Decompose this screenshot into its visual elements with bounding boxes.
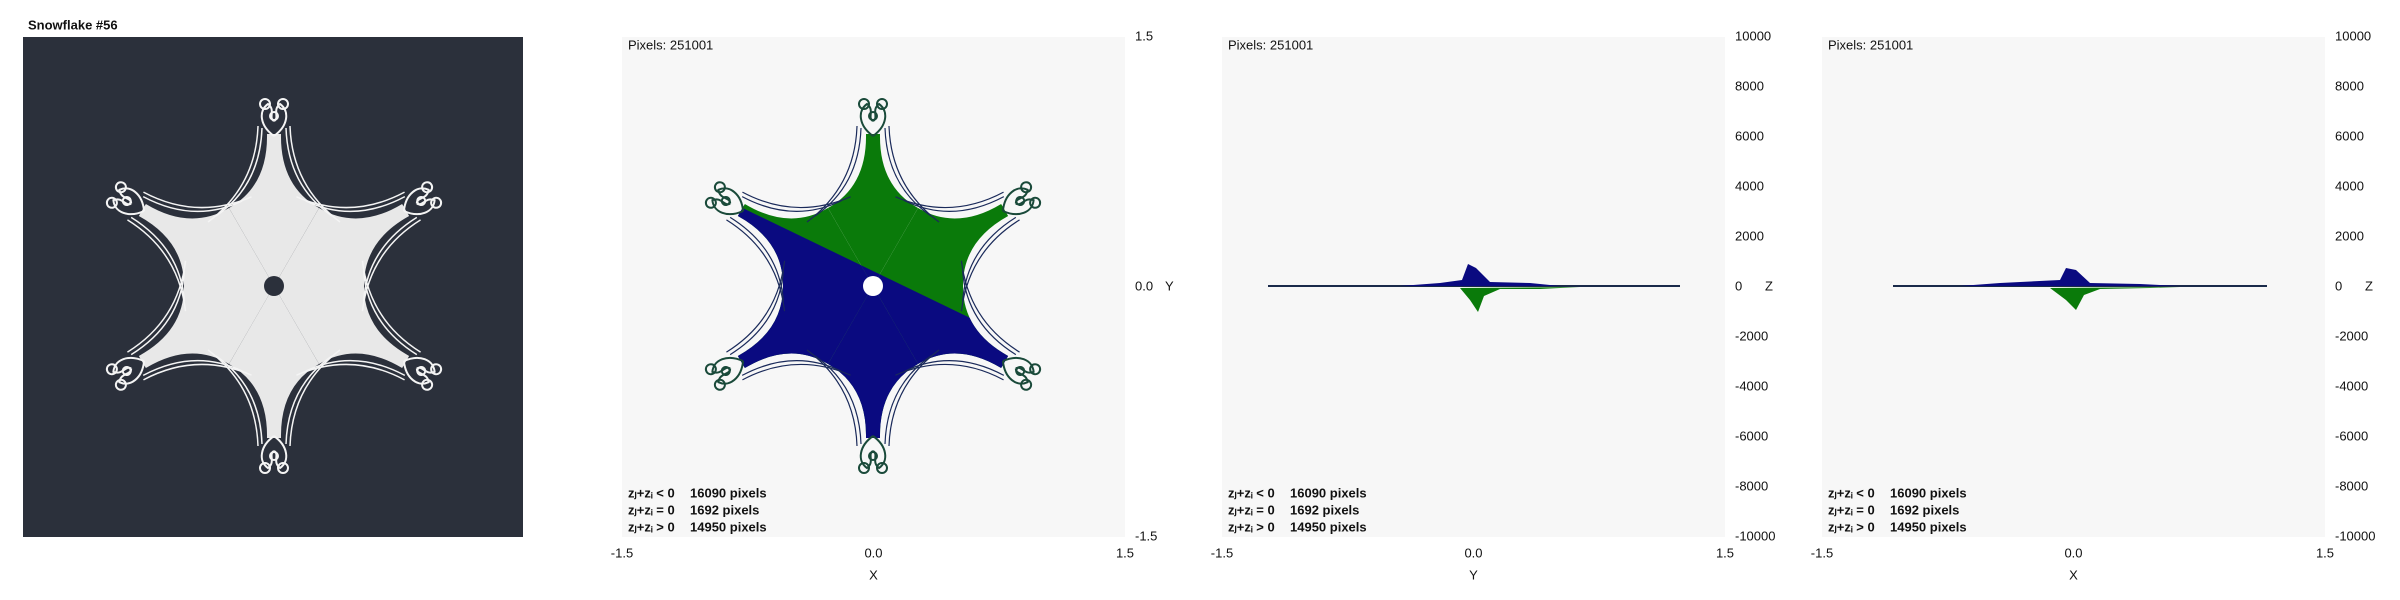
right-tick-label: 6000	[1735, 128, 1764, 143]
legend-label: zⱼ+zᵢ = 0	[628, 502, 675, 517]
legend-label: zⱼ+zᵢ < 0	[1828, 485, 1875, 500]
right-tick-label: -6000	[2335, 428, 2368, 443]
legend-count: 16090 pixels	[1290, 485, 1367, 500]
right-tick-label: 2000	[2335, 228, 2364, 243]
legend-count: 16090 pixels	[690, 485, 767, 500]
legend-label: zⱼ+zᵢ > 0	[1228, 519, 1275, 534]
xz-projection	[1893, 268, 2267, 310]
right-tick-label: 0.0	[1135, 278, 1153, 293]
snowflake	[101, 98, 447, 474]
legend-label: zⱼ+zᵢ = 0	[1228, 502, 1275, 517]
legend-label: zⱼ+zᵢ > 0	[628, 519, 675, 534]
right-tick-label: -6000	[1735, 428, 1768, 443]
pixel-count: Pixels: 251001	[1228, 37, 1313, 52]
legend-label: zⱼ+zᵢ > 0	[1828, 519, 1875, 534]
bottom-tick-label: -1.5	[1811, 545, 1833, 560]
right-tick-label: 8000	[2335, 78, 2364, 93]
bottom-axis-label: X	[869, 567, 878, 582]
right-tick-label: 8000	[1735, 78, 1764, 93]
right-tick-label: 4000	[1735, 178, 1764, 193]
right-axis-label: Y	[1165, 278, 1174, 293]
right-axis-label: Z	[1765, 278, 1773, 293]
bottom-tick-label: -1.5	[611, 545, 633, 560]
bottom-tick-label: 1.5	[2316, 545, 2334, 560]
legend-label: zⱼ+zᵢ < 0	[1228, 485, 1275, 500]
bottom-tick-label: 1.5	[1716, 545, 1734, 560]
right-tick-label: -10000	[2335, 528, 2375, 543]
legend-label: zⱼ+zᵢ < 0	[628, 485, 675, 500]
bottom-tick-label: 1.5	[1116, 545, 1134, 560]
right-tick-label: -2000	[2335, 328, 2368, 343]
right-tick-label: -4000	[2335, 378, 2368, 393]
right-tick-label: -2000	[1735, 328, 1768, 343]
xy-projection	[700, 98, 1046, 474]
right-tick-label: 0	[2335, 278, 2342, 293]
legend-count: 1692 pixels	[1890, 502, 1959, 517]
pixel-count: Pixels: 251001	[628, 37, 713, 52]
legend-count: 14950 pixels	[690, 519, 767, 534]
bottom-tick-label: -1.5	[1211, 545, 1233, 560]
bottom-axis-label: Y	[1469, 567, 1478, 582]
bottom-tick-label: 0.0	[864, 545, 882, 560]
right-tick-label: 6000	[2335, 128, 2364, 143]
right-tick-label: -4000	[1735, 378, 1768, 393]
bottom-tick-label: 0.0	[1464, 545, 1482, 560]
panel-title: Snowflake #56	[28, 17, 118, 32]
right-axis-label: Z	[2365, 278, 2373, 293]
legend-count: 16090 pixels	[1890, 485, 1967, 500]
yz-projection	[1268, 264, 1680, 312]
right-tick-label: -10000	[1735, 528, 1775, 543]
right-tick-label: -8000	[2335, 478, 2368, 493]
legend-count: 14950 pixels	[1890, 519, 1967, 534]
right-tick-label: 4000	[2335, 178, 2364, 193]
right-tick-label: -1.5	[1135, 528, 1157, 543]
right-tick-label: 10000	[2335, 28, 2371, 43]
right-tick-label: 1.5	[1135, 28, 1153, 43]
legend-label: zⱼ+zᵢ = 0	[1828, 502, 1875, 517]
bottom-tick-label: 0.0	[2064, 545, 2082, 560]
pixel-count: Pixels: 251001	[1828, 37, 1913, 52]
right-tick-label: 10000	[1735, 28, 1771, 43]
legend-count: 1692 pixels	[690, 502, 759, 517]
legend-count: 14950 pixels	[1290, 519, 1367, 534]
right-tick-label: 0	[1735, 278, 1742, 293]
legend-count: 1692 pixels	[1290, 502, 1359, 517]
bottom-axis-label: X	[2069, 567, 2078, 582]
right-tick-label: -8000	[1735, 478, 1768, 493]
right-tick-label: 2000	[1735, 228, 1764, 243]
